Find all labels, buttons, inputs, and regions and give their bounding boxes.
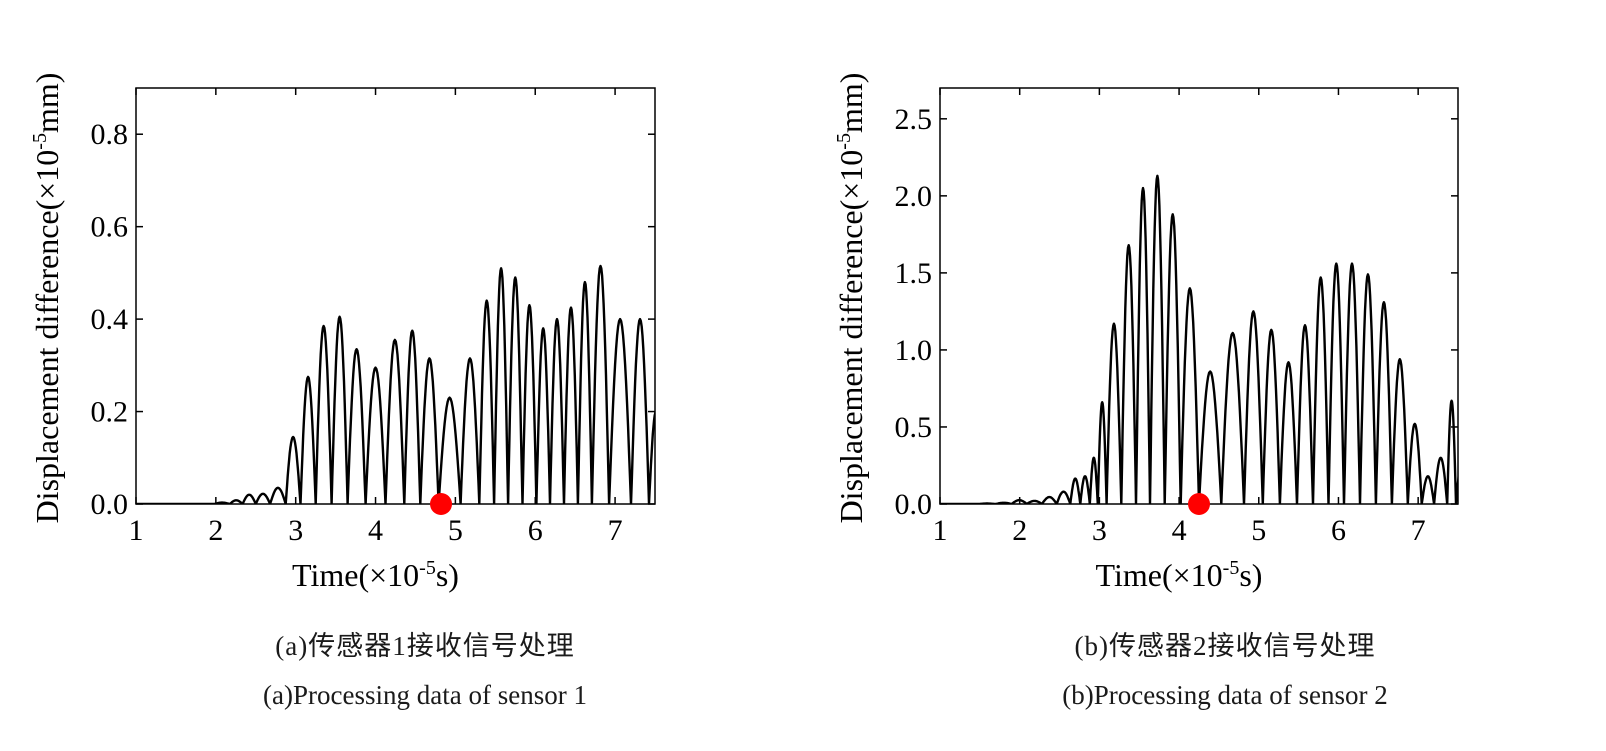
panel-b-y-tick-label: 0.5	[895, 411, 933, 444]
panel-a-y-axis-label-main: Displacement difference(×10	[29, 150, 65, 524]
panel-b-caption-en: (b)Processing data of sensor 2	[1062, 680, 1388, 710]
panel-a-x-tick-label: 3	[288, 514, 303, 547]
panel-b-x-tick-label: 5	[1251, 514, 1266, 547]
panel-b-y-tick-label: 1.5	[895, 257, 933, 290]
panel-a-y-tick-label: 0.8	[91, 118, 129, 151]
panel-a-x-tick-label: 7	[608, 514, 623, 547]
panel-a-y-axis-label-sup: -5	[29, 133, 51, 150]
panel-a-signal-line	[136, 264, 655, 504]
panel-b-arrival-marker	[1188, 493, 1210, 515]
panel-a-x-tick-label: 5	[448, 514, 463, 547]
panel-b-y-axis-label-tail: mm)	[833, 73, 869, 133]
panel-a-y-tick-label: 0.2	[91, 396, 129, 429]
panel-a-x-axis-label-main: Time(×10	[292, 557, 419, 593]
panel-b-x-axis-label-tail: s)	[1239, 557, 1262, 593]
panel-a-y-tick-label: 0.0	[91, 488, 129, 521]
panel-a-y-tick-label: 0.4	[91, 303, 129, 336]
panel-b-y-tick-label: 1.0	[895, 334, 933, 367]
panel-b-x-tick-label: 2	[1012, 514, 1027, 547]
panel-b-x-tick-label: 7	[1411, 514, 1426, 547]
panel-a-x-axis-label: Time(×10-5s)	[292, 557, 459, 593]
panel-a-y-axis-label: Displacement difference(×10-5mm)	[29, 73, 65, 524]
panel-b-x-tick-label: 3	[1092, 514, 1107, 547]
panel-b-plot-frame	[939, 87, 1459, 505]
panel-b-x-axis-label-sup: -5	[1223, 557, 1240, 579]
panel-b-caption-cn: (b)传感器2接收信号处理	[1074, 631, 1376, 661]
panel-b-y-axis-label-main: Displacement difference(×10	[833, 150, 869, 524]
panel-b-y-tick-label: 2.5	[895, 103, 933, 136]
panel-a-x-tick-label: 2	[208, 514, 223, 547]
panel-a-plot-frame	[135, 87, 656, 505]
panel-a-y-axis-label-tail: mm)	[29, 73, 65, 133]
panel-a-x-tick-label: 1	[129, 514, 144, 547]
panel-b-x-tick-label: 4	[1172, 514, 1187, 547]
panel-b-y-tick-label: 0.0	[895, 488, 933, 521]
panel-b-signal-line	[940, 174, 1458, 504]
panel-b-y-axis-label: Displacement difference(×10-5mm)	[833, 73, 869, 524]
panel-a-caption-cn: (a)传感器1接收信号处理	[275, 631, 575, 661]
panel-b-y-axis-label-sup: -5	[833, 133, 855, 150]
panel-a-x-axis-label-tail: s)	[436, 557, 459, 593]
panel-a-arrival-marker	[430, 493, 453, 515]
panel-b-x-axis-label-main: Time(×10	[1096, 557, 1223, 593]
panel-a-x-tick-label: 6	[528, 514, 543, 547]
panel-a-caption-en: (a)Processing data of sensor 1	[263, 680, 587, 710]
panel-b-x-tick-label: 6	[1331, 514, 1346, 547]
panel-a-y-tick-label: 0.6	[91, 211, 129, 244]
panel-b-y-tick-label: 2.0	[895, 180, 933, 213]
panel-b-x-tick-label: 1	[933, 514, 948, 547]
panel-b-x-axis-label: Time(×10-5s)	[1096, 557, 1263, 593]
panel-a-chart: 1 2 3 4 5 6 70.00.20.40.60.8Time(×10-5s)Displa…	[29, 73, 656, 593]
panel-a-x-axis-label-sup: -5	[419, 557, 436, 579]
panel-b-chart: 1 2 3 4 5 6 70.00.51.01.52.02.5Time(×10-5s)Dis…	[833, 73, 1459, 593]
panel-a-x-tick-label: 4	[368, 514, 383, 547]
